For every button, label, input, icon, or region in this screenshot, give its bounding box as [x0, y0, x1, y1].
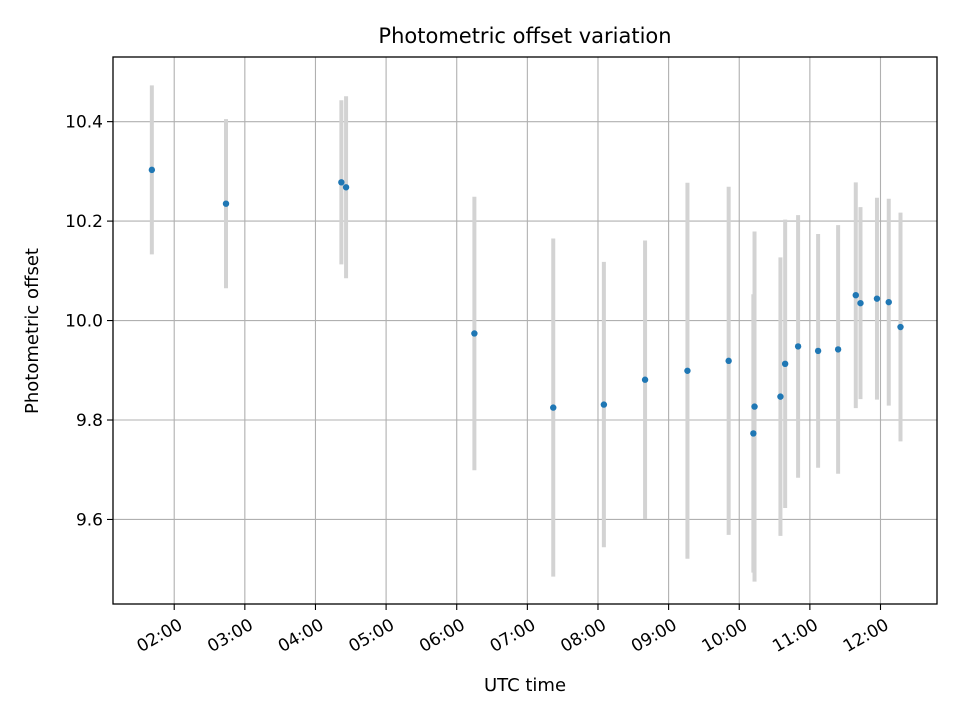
- y-axis-title: Photometric offset: [22, 248, 43, 414]
- chart-title: Photometric offset variation: [378, 24, 671, 48]
- data-point: [897, 323, 904, 331]
- plot-frame: [112, 56, 938, 605]
- data-point: [750, 430, 757, 437]
- y-tick-label: 10.4: [65, 113, 103, 133]
- y-tick-label: 9.6: [76, 510, 103, 530]
- data-point: [794, 343, 802, 350]
- data-point: [725, 357, 732, 365]
- data-point: [751, 403, 758, 410]
- data-point: [777, 393, 784, 400]
- data-point: [852, 291, 859, 299]
- data-point: [600, 401, 608, 408]
- y-tick-label: 9.8: [76, 411, 103, 431]
- data-point: [222, 200, 230, 207]
- point-layer: [148, 166, 904, 437]
- data-point: [471, 330, 478, 337]
- data-point: [148, 166, 156, 174]
- data-point: [814, 347, 822, 355]
- data-point: [857, 299, 864, 307]
- y-tick-label: 10.2: [65, 212, 103, 232]
- data-point: [342, 184, 350, 191]
- data-point: [550, 404, 557, 411]
- data-point: [338, 179, 345, 186]
- data-point: [885, 298, 892, 306]
- data-point: [641, 376, 649, 383]
- data-point: [873, 295, 881, 302]
- data-point: [781, 360, 789, 368]
- data-point: [834, 346, 842, 353]
- x-axis-title: UTC time: [484, 675, 566, 696]
- data-point: [684, 367, 691, 374]
- y-tick-label: 10.0: [65, 312, 103, 332]
